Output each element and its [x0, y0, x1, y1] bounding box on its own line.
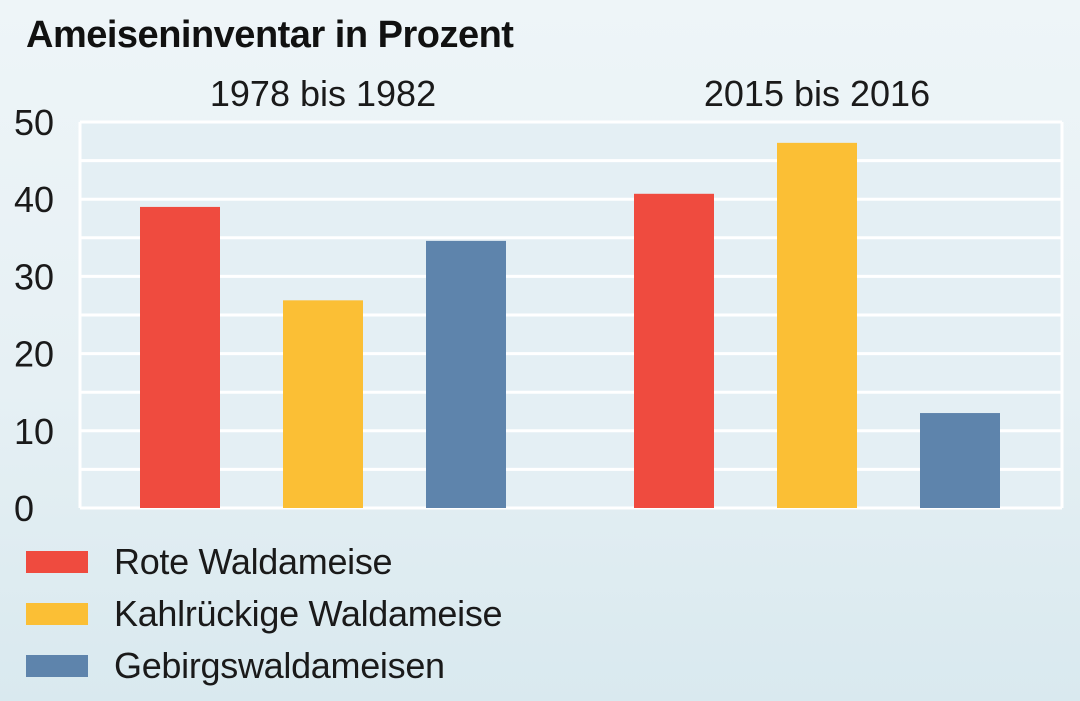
chart-title: Ameiseninventar in Prozent: [26, 14, 514, 56]
bar: [283, 300, 363, 508]
y-tick-label: 50: [14, 102, 54, 143]
bar: [920, 413, 1000, 508]
legend-swatch-kahlrueckige-waldameise: [26, 603, 88, 625]
legend-item: Gebirgswaldameisen: [26, 640, 502, 692]
bar: [426, 240, 506, 508]
legend-swatch-rote-waldameise: [26, 551, 88, 573]
bar-chart: 0 10 20 30 40 50 1978 bis 1982 2015 bis 2016: [14, 73, 1064, 529]
x-category-label: 1978 bis 1982: [210, 73, 436, 114]
y-tick-label: 30: [14, 256, 54, 297]
y-tick-label: 10: [14, 411, 54, 452]
legend-label: Kahlrückige Waldameise: [114, 593, 503, 634]
legend: Rote Waldameise Kahlrückige Waldameise G…: [26, 536, 503, 692]
y-tick-label: 0: [14, 488, 34, 529]
legend-item: Kahlrückige Waldameise: [26, 588, 503, 640]
y-tick-label: 40: [14, 179, 54, 220]
x-category-label: 2015 bis 2016: [704, 73, 930, 114]
bar: [634, 193, 714, 508]
legend-label: Gebirgswaldameisen: [114, 645, 445, 686]
bar: [777, 142, 857, 508]
legend-swatch-gebirgswaldameisen: [26, 655, 88, 677]
y-tick-label: 20: [14, 334, 54, 375]
legend-item: Rote Waldameise: [26, 536, 502, 588]
bar: [140, 206, 220, 509]
legend-label: Rote Waldameise: [114, 541, 393, 582]
